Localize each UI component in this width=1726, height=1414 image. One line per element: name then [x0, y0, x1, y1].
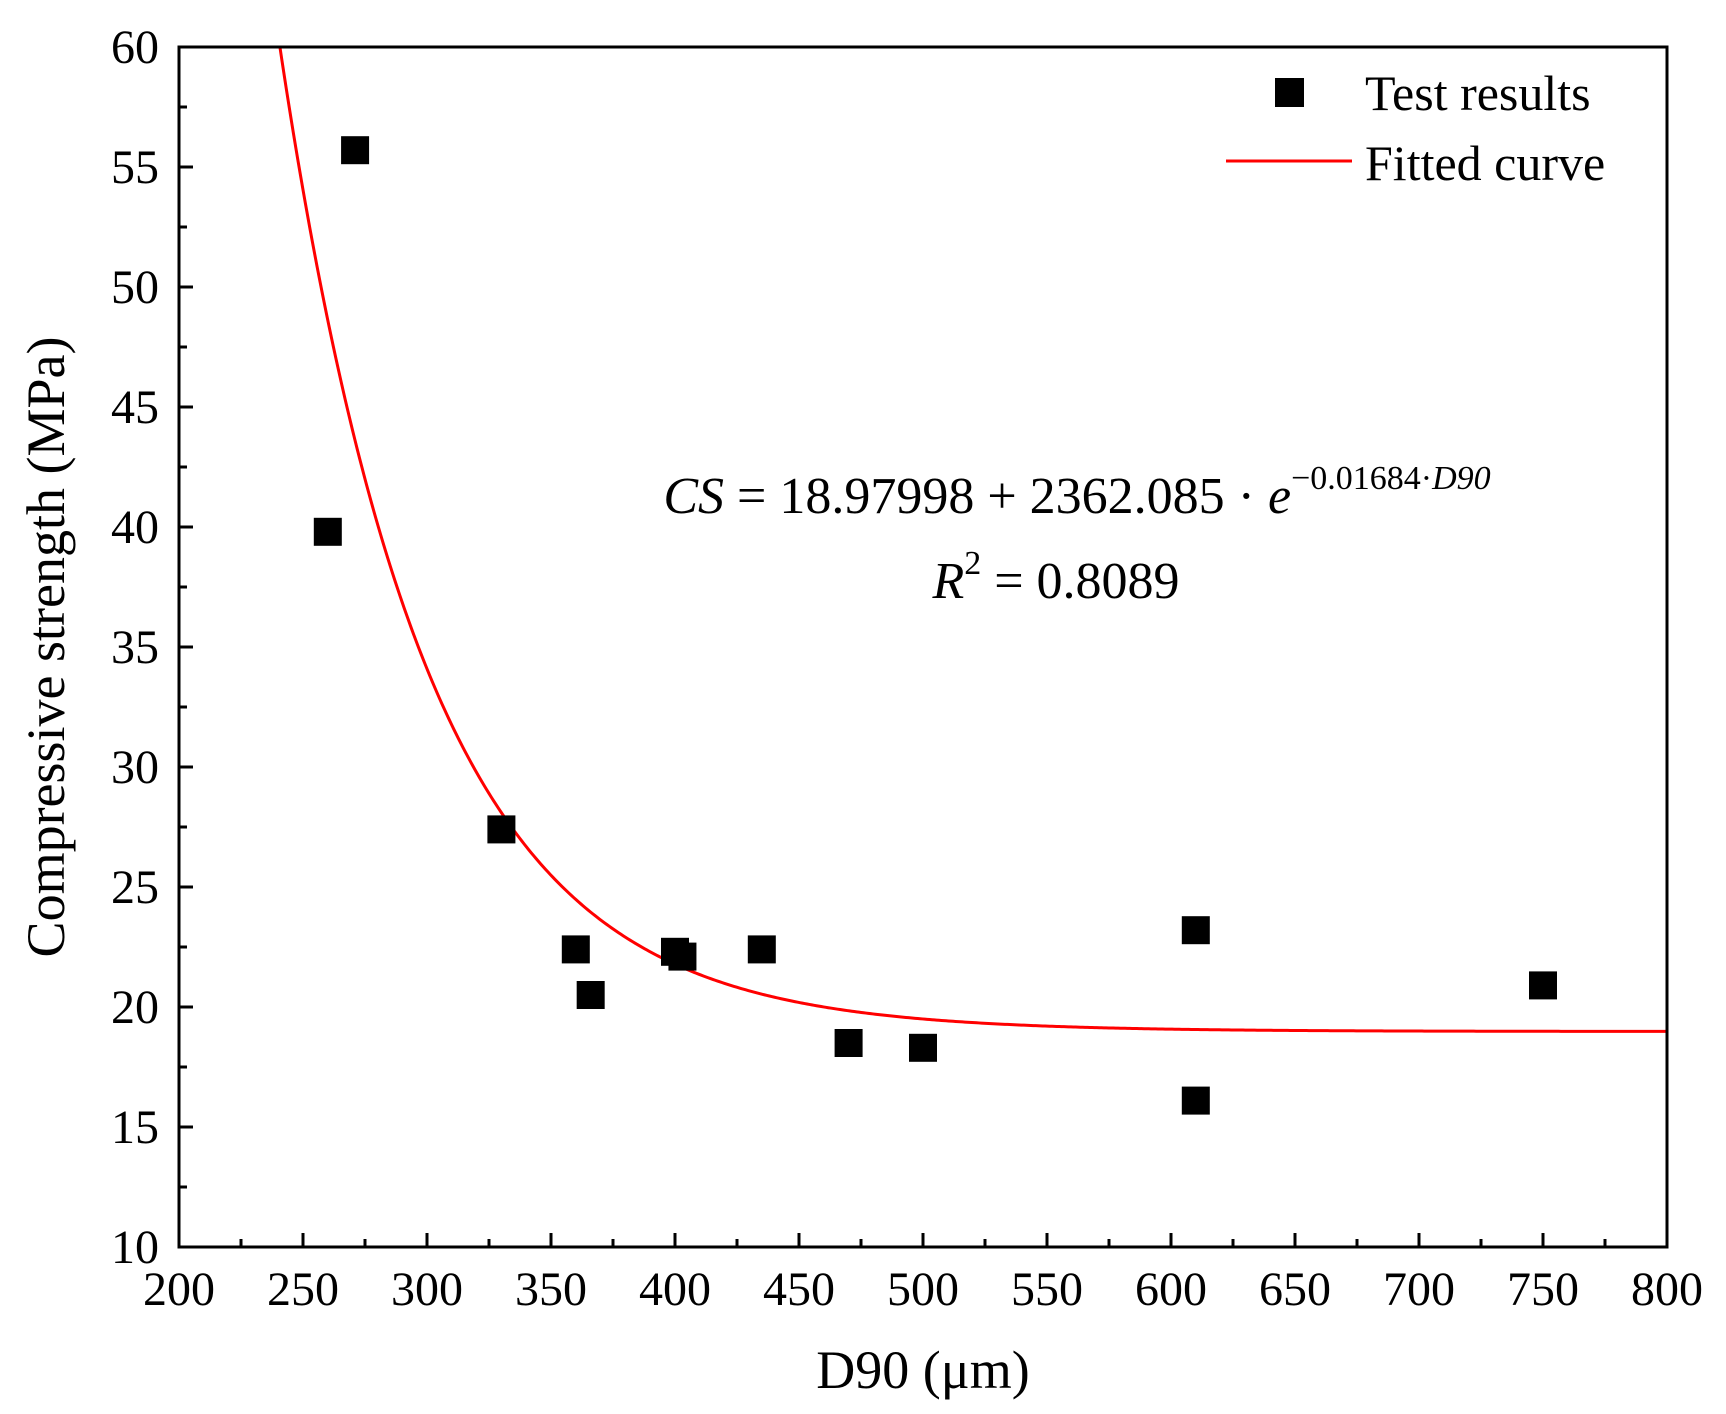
data-point	[561, 935, 590, 964]
y-tick-label: 35	[111, 621, 159, 674]
eq-exponent: −0.01684·	[1291, 460, 1432, 497]
points-layer	[313, 136, 1557, 1115]
r2-value: = 0.8089	[981, 553, 1179, 610]
y-tick-label: 20	[111, 981, 159, 1034]
data-point	[576, 981, 605, 1009]
x-tick-label: 550	[1011, 1263, 1083, 1316]
y-tick-label: 45	[111, 381, 159, 434]
data-point	[313, 517, 342, 546]
data-point	[668, 942, 697, 971]
data-point	[909, 1033, 937, 1062]
y-tick-label: 10	[111, 1221, 159, 1274]
eq-rhs: = 18.97998 + 2362.085 ·	[724, 468, 1268, 525]
x-tick-label: 300	[391, 1263, 463, 1316]
y-tick-label: 15	[111, 1101, 159, 1154]
x-tick-label: 650	[1259, 1263, 1331, 1316]
legend: Test results Fitted curve	[1226, 65, 1605, 191]
y-ticks: 10 15 20 25 30 35 40 45 50 55 60	[111, 21, 193, 1274]
y-tick-label: 25	[111, 861, 159, 914]
legend-label-test-results: Test results	[1365, 65, 1591, 121]
data-point	[1529, 971, 1557, 1000]
y-tick-label: 50	[111, 261, 159, 314]
x-tick-label: 600	[1135, 1263, 1207, 1316]
eq-base: e	[1268, 468, 1291, 525]
data-point	[747, 935, 776, 964]
data-point	[1181, 1086, 1210, 1115]
x-ticks: 200 250 300 350 400 450 500 550 600 650 700 750 800	[143, 1233, 1703, 1316]
x-tick-label: 350	[515, 1263, 587, 1316]
y-tick-label: 55	[111, 141, 159, 194]
x-tick-label: 200	[143, 1263, 215, 1316]
x-tick-label: 700	[1383, 1263, 1455, 1316]
y-axis-title: Compressive strength (MPa)	[16, 337, 76, 958]
x-tick-label: 500	[887, 1263, 959, 1316]
x-axis-title: D90 (μm)	[816, 1340, 1029, 1400]
legend-label-fitted-curve: Fitted curve	[1365, 135, 1605, 191]
legend-marker-square	[1275, 78, 1304, 107]
y-tick-label: 40	[111, 501, 159, 554]
x-tick-label: 400	[639, 1263, 711, 1316]
data-point	[487, 815, 516, 844]
data-point	[341, 136, 370, 165]
fit-equation: CS = 18.97998 + 2362.085 · e−0.01684·D90	[663, 460, 1490, 525]
r2-var: R	[931, 553, 964, 610]
y-tick-label: 30	[111, 741, 159, 794]
x-tick-label: 750	[1507, 1263, 1579, 1316]
r2-power: 2	[964, 545, 981, 582]
eq-exponent-var: D90	[1431, 460, 1491, 497]
plot-frame	[177, 45, 1669, 1249]
r-squared: R2 = 0.8089	[931, 545, 1179, 610]
data-point	[834, 1029, 863, 1057]
y-tick-label: 60	[111, 21, 159, 74]
eq-lhs: CS	[663, 468, 724, 525]
x-tick-label: 250	[267, 1263, 339, 1316]
fitted-curve-line	[278, 47, 1667, 1033]
x-tick-label: 800	[1631, 1263, 1703, 1316]
data-point	[1181, 916, 1210, 945]
x-tick-label: 450	[763, 1263, 835, 1316]
fit-layer	[278, 47, 1667, 1033]
